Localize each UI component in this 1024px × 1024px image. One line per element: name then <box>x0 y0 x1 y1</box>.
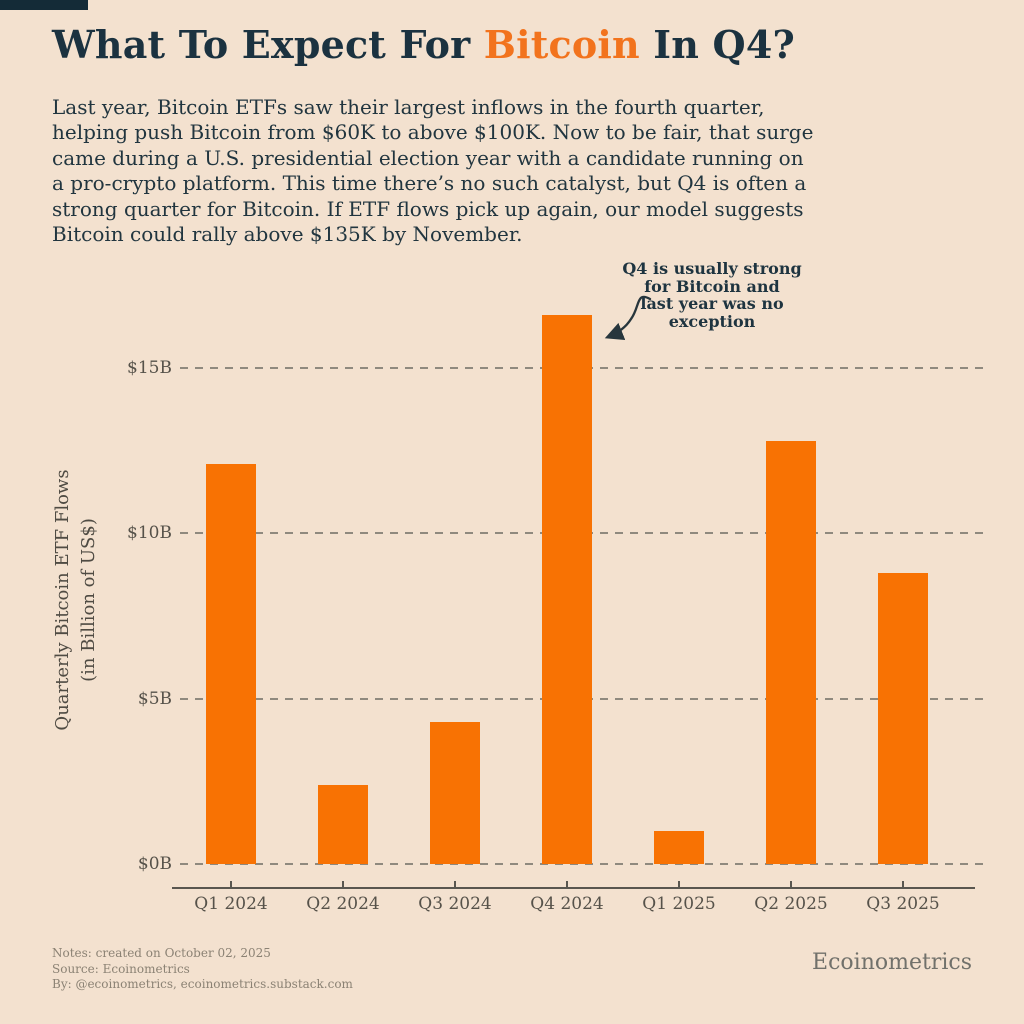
x-axis-labels: Q1 2024 Q2 2024 Q3 2024 Q4 2024 Q1 2025 Q2 20… <box>180 894 985 920</box>
brand-logo: Ecoinometrics <box>812 950 972 975</box>
footer-by-line: By: @ecoinometrics, ecoinometrics.substa… <box>52 977 353 991</box>
x-tick-q3-2025 <box>902 881 904 887</box>
x-tick-q1-2024 <box>230 881 232 887</box>
x-tick-q4-2024 <box>566 881 568 887</box>
page-title: What To Expect For Bitcoin In Q4? <box>52 22 795 67</box>
intro-paragraph: Last year, Bitcoin ETFs saw their larges… <box>52 95 814 247</box>
x-tick-q3-2024 <box>454 881 456 887</box>
bar-q3-2025 <box>878 573 928 864</box>
bar-q2-2024 <box>318 784 368 864</box>
bar-chart-plot-area: $0B $5B $10B $15B <box>127 302 985 874</box>
bar-q4-2024 <box>542 315 592 864</box>
annotation-line-2: for Bitcoin and <box>644 276 780 296</box>
x-axis-line <box>172 881 975 889</box>
annotation-line-4: exception <box>668 311 756 331</box>
bar-q1-2024 <box>206 464 256 864</box>
x-tick-label-q1-2025: Q1 2025 <box>642 894 716 914</box>
x-tick-q2-2025 <box>790 881 792 887</box>
footer-source-line: Source: Ecoinometrics <box>52 961 190 976</box>
x-tick-label-q2-2025: Q2 2025 <box>754 894 828 914</box>
x-tick-label-q3-2024: Q3 2024 <box>418 894 492 914</box>
x-tick-label-q1-2024: Q1 2024 <box>194 894 268 914</box>
y-tick-label-15b: $15B <box>127 358 172 379</box>
y-tick-label-0b: $0B <box>137 854 172 874</box>
annotation-line-1: Q4 is usually strong <box>622 259 802 278</box>
chart-annotation: Q4 is usually strong for Bitcoin and las… <box>607 260 817 330</box>
bar-q1-2025 <box>654 830 704 864</box>
footer-notes: Notes: created on October 02, 2025 Sourc… <box>52 946 353 993</box>
title-suffix: In Q4? <box>639 22 795 67</box>
x-tick-label-q4-2024: Q4 2024 <box>530 894 604 914</box>
title-highlight: Bitcoin <box>483 22 640 67</box>
y-axis-title-line1: Quarterly Bitcoin ETF Flows <box>52 469 73 731</box>
y-tick-label-10b: $10B <box>127 523 172 544</box>
x-tick-label-q2-2024: Q2 2024 <box>306 894 380 914</box>
bar-q3-2024 <box>430 721 480 864</box>
title-prefix: What To Expect For <box>52 22 484 67</box>
corner-accent-bar <box>0 0 88 10</box>
bar-q2-2025 <box>766 440 816 864</box>
y-tick-label-5b: $5B <box>137 688 172 709</box>
x-tick-label-q3-2025: Q3 2025 <box>866 894 940 914</box>
x-tick-q2-2024 <box>342 881 344 887</box>
annotation-line-3: last year was no <box>640 294 784 313</box>
y-axis-title-line2: (in Billion of US$) <box>78 518 99 682</box>
footer-notes-line: Notes: created on October 02, 2025 <box>52 946 271 960</box>
x-tick-q1-2025 <box>678 881 680 887</box>
gridline-0b <box>180 863 985 865</box>
annotation-arrow-icon <box>604 295 652 340</box>
